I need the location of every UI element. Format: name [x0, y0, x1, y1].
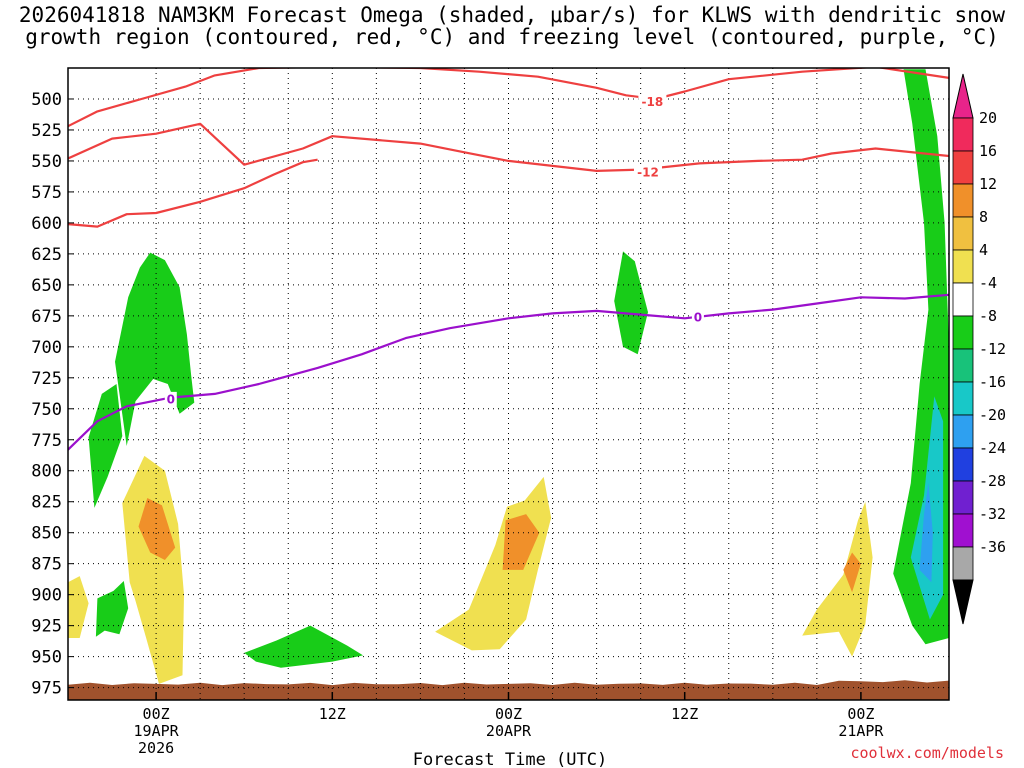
y-tick-label: 600 — [31, 214, 62, 234]
contour-label-bg — [164, 391, 177, 406]
colorbar-label: -20 — [979, 406, 1006, 424]
y-tick-label: 775 — [31, 431, 62, 451]
y-axis: 500 525 550 575 600 625 650 675 700 725 750 775 800 8… — [31, 90, 74, 699]
y-tick-label: 925 — [31, 617, 62, 637]
x-tick-label: 12Z — [319, 705, 346, 723]
omega-region-upward-21apr-center — [919, 483, 933, 583]
terrain-layer — [68, 680, 949, 700]
colorbar-swatch — [952, 480, 974, 515]
y-tick-label: 500 — [31, 90, 62, 110]
colorbar-swatch — [952, 447, 974, 482]
omega-region-downward-0z-19apr-core — [138, 498, 176, 560]
ground-terrain — [68, 680, 949, 700]
contour-label: -12 — [637, 166, 659, 180]
y-tick-label: 800 — [31, 462, 62, 482]
source-credit: coolwx.com/models — [850, 744, 1004, 762]
colorbar-top-arrow — [952, 73, 974, 119]
contour-label-bg — [638, 94, 667, 109]
colorbar-label: -4 — [979, 274, 997, 292]
colorbar-label: 16 — [979, 142, 997, 160]
y-tick-label: 625 — [31, 245, 62, 265]
colorbar-swatch — [952, 183, 974, 218]
contour-label: -18 — [642, 95, 664, 109]
colorbar-label: -24 — [979, 439, 1006, 457]
contour-freezing-level-0 — [68, 293, 949, 451]
y-tick-label: 575 — [31, 183, 62, 203]
x-tick-label: 12Z — [671, 705, 698, 723]
colorbar-swatch — [952, 216, 974, 251]
omega-region-upward-ascent-0.5z — [115, 252, 195, 446]
contour-dendritic-upper-minus18 — [68, 68, 949, 128]
colorbar-label: 4 — [979, 241, 988, 259]
colorbar-swatch — [952, 117, 974, 152]
colorbar-bottom-arrow — [952, 579, 974, 625]
colorbar-swatch — [952, 414, 974, 449]
contour-label-layer: -18 -12 0 0 — [164, 94, 704, 406]
x-tick-label: 00Z — [495, 705, 522, 723]
colorbar-label: -12 — [979, 340, 1006, 358]
omega-shading-layer — [68, 69, 949, 684]
omega-region-upward-small-925 — [95, 581, 129, 637]
y-tick-label: 750 — [31, 400, 62, 420]
colorbar-label: -32 — [979, 505, 1006, 523]
omega-region-downward-20apr-core — [502, 514, 540, 570]
colorbar-label: 20 — [979, 109, 997, 127]
colorbar-swatch — [952, 381, 974, 416]
contour-layer — [68, 68, 949, 451]
omega-region-downward-21apr-core — [843, 552, 861, 593]
omega-region-upward-20apr-mid — [614, 251, 648, 355]
y-tick-label: 850 — [31, 524, 62, 544]
x-tick-label: 00Z — [847, 705, 874, 723]
colorbar-swatch — [952, 150, 974, 185]
colorbar-swatch — [952, 348, 974, 383]
contour-dendritic-lower-limb — [68, 158, 318, 228]
x-tick-label: 20APR — [486, 722, 532, 740]
y-tick-label: 675 — [31, 307, 62, 327]
chart-title: 2026041818 NAM3KM Forecast Omega (shaded… — [18, 3, 1006, 49]
x-tick-label: 21APR — [838, 722, 884, 740]
y-tick-label: 650 — [31, 276, 62, 296]
omega-region-upward-lower-left — [88, 384, 123, 508]
colorbar-label: -16 — [979, 373, 1006, 391]
y-tick-label: 825 — [31, 493, 62, 513]
colorbar-label: 12 — [979, 175, 997, 193]
x-axis-title: Forecast Time (UTC) — [413, 750, 607, 768]
y-tick-label: 525 — [31, 121, 62, 141]
colorbar-swatch — [952, 546, 974, 581]
y-tick-label: 725 — [31, 369, 62, 389]
omega-region-upward-12z-low — [244, 625, 364, 668]
x-tick-label: 00Z — [143, 705, 170, 723]
colorbar-label: -36 — [979, 538, 1006, 556]
y-tick-label: 900 — [31, 586, 62, 606]
colorbar: 20 16 12 8 4 -4 -8 -12 -16 -20 -24 -28 -32 -36 — [952, 73, 1006, 625]
omega-region-downward-21apr-lead — [802, 501, 873, 657]
y-tick-label: 875 — [31, 555, 62, 575]
y-tick-label: 700 — [31, 338, 62, 358]
contour-label: 0 — [167, 392, 175, 406]
contour-label-bg — [633, 165, 662, 180]
colorbar-swatch — [952, 315, 974, 350]
omega-region-downward-left-edge — [68, 576, 89, 638]
colorbar-swatch — [952, 513, 974, 548]
omega-region-downward-0z-19apr — [122, 455, 184, 684]
colorbar-label: -8 — [979, 307, 997, 325]
contour-label: 0 — [694, 311, 702, 325]
contour-dendritic-lower-minus12 — [68, 122, 949, 172]
x-tick-label: 19APR — [134, 722, 180, 740]
x-tick-label: 2026 — [138, 739, 174, 757]
colorbar-swatch — [952, 249, 974, 284]
colorbar-label: 8 — [979, 208, 988, 226]
y-tick-label: 550 — [31, 152, 62, 172]
y-tick-label: 975 — [31, 679, 62, 699]
colorbar-label: -28 — [979, 472, 1006, 490]
y-tick-label: 950 — [31, 648, 62, 668]
colorbar-swatch — [952, 282, 974, 317]
contour-label-bg — [691, 310, 704, 325]
